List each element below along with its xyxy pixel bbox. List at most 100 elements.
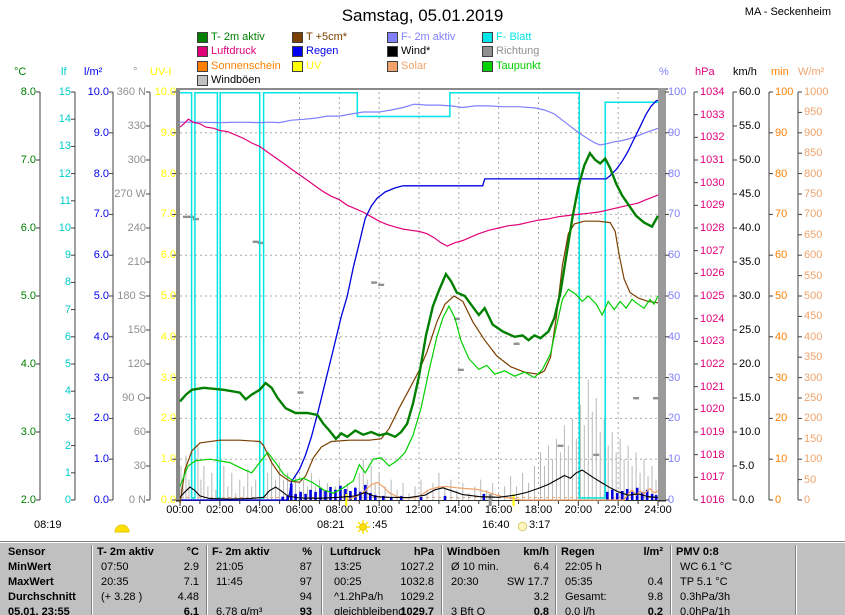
axis-tick-label: 50 — [668, 290, 681, 302]
wind-direction-mark — [297, 391, 304, 394]
x-axis-tick-label: 10:00 — [365, 504, 393, 516]
axis-title: lf — [61, 66, 67, 78]
wind-direction-mark — [371, 281, 378, 284]
axis-tick-label: 30 — [133, 460, 146, 472]
axis-tick-label: 90 O — [122, 392, 146, 404]
wind-direction-mark — [653, 397, 660, 400]
x-axis-tick-label: 12:00 — [405, 504, 433, 516]
table-column-unit: hPa — [413, 546, 434, 558]
table-cell-value: 9.8 — [647, 591, 663, 603]
axis-tick-label: 400 — [804, 330, 823, 343]
table-separator — [796, 545, 797, 615]
axis-tick-label: 1032 — [700, 131, 725, 144]
axis-tick-label: 8.0 — [93, 167, 109, 180]
axis-tick-label: 450 — [804, 310, 823, 323]
legend-swatch — [387, 61, 398, 72]
rain-bar — [359, 491, 362, 500]
axis-tick-label: 90 — [775, 126, 788, 139]
sunset-marker — [512, 494, 515, 506]
axis-tick-label: 0 N — [128, 494, 146, 506]
legend-swatch — [482, 32, 493, 43]
table-cell-label: 00:25 — [334, 576, 362, 588]
axis-tick-label: 0 — [775, 494, 782, 506]
axis-tick-label: 300 — [127, 154, 146, 166]
axis-tick-label: 50 — [804, 473, 817, 486]
rain-bar — [299, 491, 302, 500]
axis-tick-label: 30 — [668, 371, 681, 384]
axis-tick-label: 10 — [775, 453, 788, 466]
axis-tick-label: 270 W — [114, 188, 146, 200]
table-cell-label: (+ 3.28 ) — [101, 591, 143, 603]
x-axis-tick-label: 08:00 — [325, 504, 354, 516]
table-cell-value: 1027.2 — [400, 561, 434, 573]
axis-tick-label: 9.0 — [93, 126, 109, 139]
axis-tick-label: 1023 — [700, 335, 725, 348]
axis-tick-label: 1017 — [700, 471, 725, 484]
rain-bar — [630, 491, 634, 500]
axis-tick-label: 10 — [668, 453, 681, 466]
axis-tick-label: 0.0 — [739, 494, 755, 506]
axis-tick-label: 4.0 — [160, 330, 176, 343]
axis-title: UV-I — [150, 66, 172, 78]
axis-tick-label: 0.0 — [93, 494, 109, 506]
legend-swatch — [197, 46, 208, 57]
x-axis-tick-label: 00:00 — [166, 504, 194, 516]
axis-tick-label: 1031 — [700, 154, 725, 166]
x-axis-tick-label: 06:00 — [285, 504, 314, 516]
axis-tick-label: 900 — [804, 126, 823, 139]
x-axis-tick-label: 18:00 — [524, 504, 553, 516]
wind-direction-mark — [557, 444, 564, 447]
axis-tick-label: 14 — [58, 113, 71, 126]
x-axis-tick-label: 22:00 — [604, 504, 632, 516]
legend-swatch — [197, 32, 208, 43]
legend-swatch — [292, 61, 303, 72]
axis-tick-label: 700 — [804, 208, 823, 221]
axis-title: min — [771, 66, 789, 78]
axis-tick-label: 2 — [64, 439, 71, 452]
axis-tick-label: 550 — [804, 269, 823, 282]
axis-tick-label: 4.0 — [93, 330, 109, 343]
axis-tick-label: 1000 — [804, 86, 829, 98]
axis-tick-label: 7.0 — [93, 208, 109, 221]
axis-tick-label: 1021 — [700, 380, 725, 393]
axis-tick-label: 120 — [127, 358, 146, 370]
axis-tick-label: 8.0 — [20, 86, 36, 98]
rain-bar — [329, 486, 332, 500]
axis-tick-label: 330 — [127, 120, 146, 132]
axis-tick-label: 600 — [804, 249, 823, 262]
axis-tick-label: 1.0 — [93, 453, 109, 466]
axis-tick-label: 30 — [775, 371, 788, 384]
axis-tick-label: 5.0 — [739, 460, 755, 472]
axis-tick-label: 20 — [668, 412, 681, 425]
station-label: MA - Seckenheim — [744, 6, 831, 18]
table-column-unit: km/h — [523, 546, 549, 558]
rain-bar — [620, 491, 624, 500]
axis-tick-label: 1016 — [700, 494, 725, 506]
page-title: Samstag, 05.01.2019 — [341, 6, 504, 25]
axis-tick-label: 8.0 — [160, 167, 176, 180]
moon-icon — [517, 521, 528, 532]
axis-tick-label: 1018 — [700, 448, 725, 461]
table-cell-label: 0.0hPa/1h — [680, 606, 731, 615]
axis-tick-label: 9 — [64, 249, 71, 262]
rain-bar — [319, 487, 322, 500]
table-corner-header: Sensor — [8, 546, 46, 558]
table-cell-label: 20:30 — [451, 576, 479, 588]
moon-time-label: 08:19 — [34, 519, 62, 531]
axis-tick-label: 1029 — [700, 199, 725, 212]
axis-tick-label: 6.0 — [20, 222, 36, 234]
series-solar — [347, 481, 659, 501]
table-column-header: Windböen — [447, 546, 501, 558]
axis-tick-label: 1030 — [700, 176, 725, 189]
rain-bar — [419, 497, 423, 500]
table-cell-value: 0.8 — [533, 606, 549, 615]
sunrise-marker — [345, 494, 348, 506]
table-cell-value: SW 17.7 — [506, 576, 549, 588]
series-t2m — [179, 150, 660, 441]
table-separator — [671, 545, 672, 615]
wind-direction-mark — [593, 453, 600, 457]
axis-tick-label: 150 — [804, 432, 823, 445]
axis-tick-label: 60 — [775, 249, 788, 262]
table-cell-label: 0.3hPa/3h — [680, 591, 731, 603]
legend-swatch — [292, 46, 303, 57]
